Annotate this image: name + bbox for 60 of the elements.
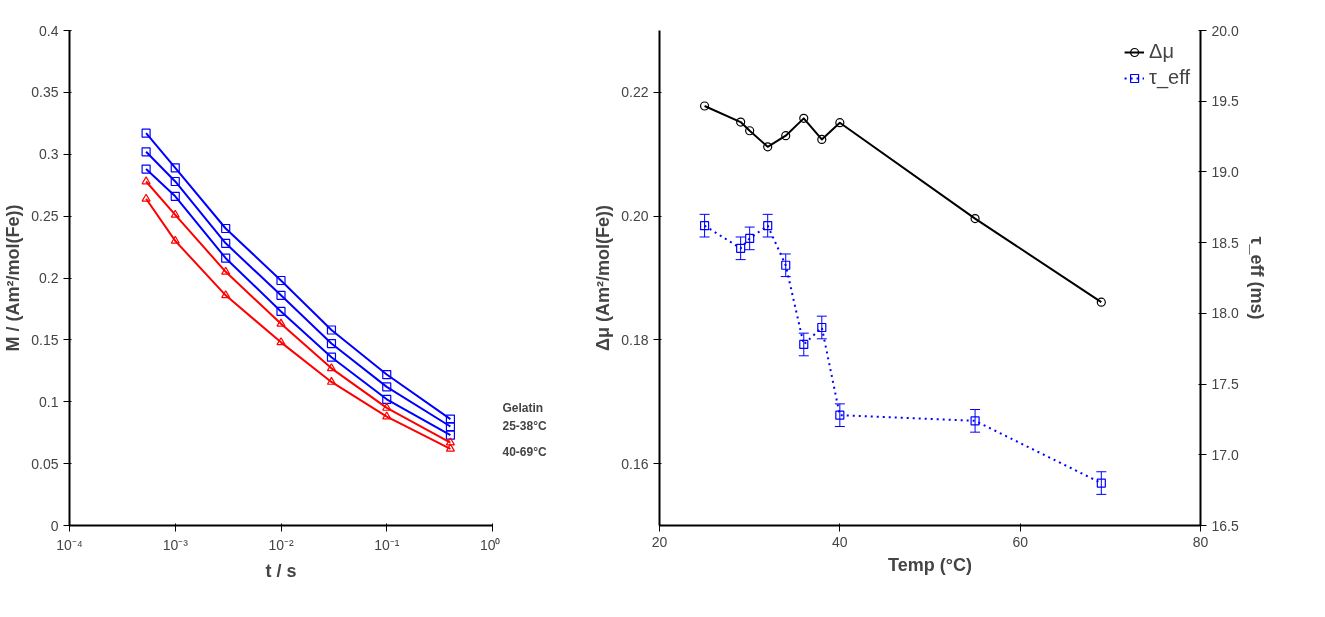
- point: [835, 410, 845, 420]
- point: [736, 117, 746, 127]
- y2-tick-label: 17.0: [1211, 446, 1239, 463]
- y2-axis-title: τ_eff (ms): [1246, 236, 1267, 320]
- point: [763, 221, 773, 231]
- point: [1096, 297, 1106, 307]
- y-tick-label: 0.25: [31, 208, 59, 225]
- x-tick-label: 10⁻³: [162, 536, 189, 553]
- point: [817, 322, 827, 333]
- point: [781, 260, 791, 270]
- point: [1096, 478, 1106, 488]
- text: 40-69°C: [502, 444, 547, 459]
- point: [835, 118, 845, 128]
- y-tick-label: 0.3: [39, 146, 59, 163]
- y-tick-label: 0: [50, 517, 59, 534]
- point: [970, 214, 980, 224]
- text: 25-38°C: [502, 418, 547, 433]
- y-tick-label: 0.4: [39, 22, 59, 39]
- point: [799, 113, 809, 123]
- x-tick-label: 80: [1192, 533, 1209, 550]
- y-tick-label: 0.18: [621, 331, 649, 348]
- point: [699, 101, 710, 111]
- x-tick-label: 10⁰: [479, 536, 501, 553]
- x-tick-label: 10⁻¹: [374, 536, 400, 553]
- y2-tick-label: 17.5: [1211, 376, 1239, 393]
- x-tick-label: 20: [651, 533, 668, 550]
- y2-tick-label: 19.5: [1211, 93, 1239, 110]
- point: [745, 233, 755, 243]
- y-tick-label: 0.35: [31, 84, 59, 101]
- y-tick-label: 0.22: [621, 84, 649, 101]
- x-tick-label: 60: [1012, 533, 1029, 550]
- point: [763, 142, 773, 152]
- point: [817, 134, 827, 144]
- point: [736, 243, 746, 253]
- point: [699, 221, 710, 231]
- y2-tick-label: 16.5: [1211, 517, 1239, 534]
- y2-tick-label: 18.0: [1211, 305, 1239, 322]
- legend-label: Δμ: [1149, 40, 1174, 63]
- y2-tick-label: 20.0: [1211, 22, 1239, 39]
- point: [970, 416, 980, 426]
- text: Gelatin: [502, 400, 544, 415]
- point: [745, 126, 755, 136]
- x-tick-label: 10⁻²: [268, 536, 294, 553]
- y-tick-label: 0.2: [39, 270, 59, 286]
- y2-tick-label: 19.0: [1211, 163, 1239, 180]
- x-tick-label: 10⁻⁴: [56, 536, 83, 553]
- y-tick-label: 0.05: [31, 455, 59, 472]
- y-tick-label: 0.1: [39, 393, 59, 410]
- y-axis-title: M / (Am²/mol(Fe)): [3, 204, 24, 352]
- y-axis-title: Δμ (Am²/mol(Fe)): [593, 205, 614, 351]
- x-axis-title: Temp (°C): [888, 554, 972, 575]
- point: [799, 339, 809, 350]
- y-tick-label: 0.20: [621, 208, 649, 225]
- legend-label: τ_eff: [1149, 66, 1190, 89]
- x-tick-label: 40: [832, 533, 848, 550]
- y2-tick-label: 18.5: [1211, 234, 1239, 251]
- y-tick-label: 0.16: [621, 455, 649, 472]
- x-axis-title: t / s: [265, 560, 297, 581]
- point: [781, 131, 791, 141]
- y-tick-label: 0.15: [31, 331, 59, 348]
